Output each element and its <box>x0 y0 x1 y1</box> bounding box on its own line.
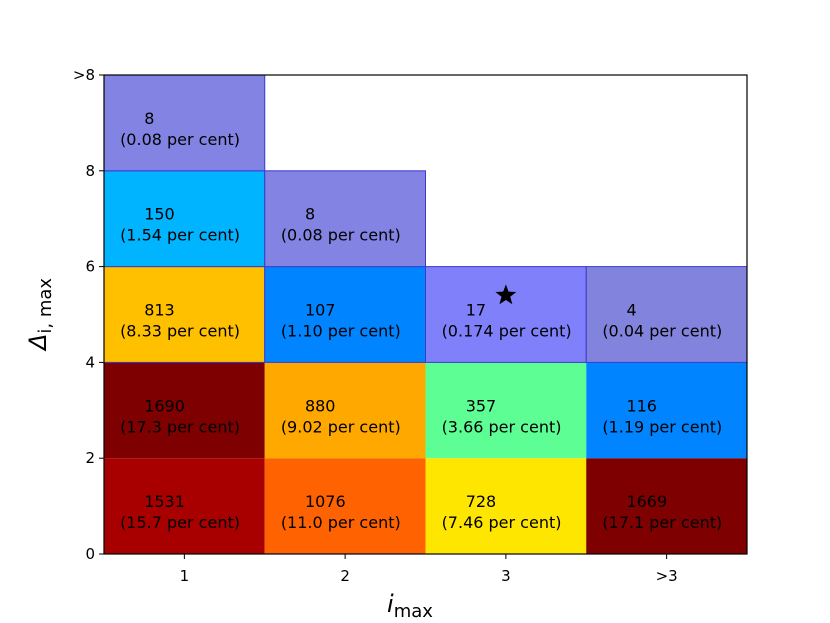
cell-percent-label: (0.08 per cent) <box>120 130 240 149</box>
cell-percent-label: (1.54 per cent) <box>120 226 240 245</box>
y-tick-label: >8 <box>73 66 95 84</box>
cell-count-label: 1669 <box>626 492 667 511</box>
x-tick-label: 2 <box>340 567 350 585</box>
cell-count-label: 1531 <box>144 492 185 511</box>
y-ticks: 0 2 4 6 8 >8 <box>73 66 104 563</box>
cell-count-label: 107 <box>305 300 336 319</box>
cell-percent-label: (3.66 per cent) <box>442 417 562 436</box>
cells-layer <box>103 74 748 554</box>
heatmap-cell <box>264 458 426 554</box>
heatmap-cell <box>264 266 426 363</box>
y-tick-label: 0 <box>85 545 95 563</box>
y-tick-label: 4 <box>85 353 95 371</box>
cell-count-label: 116 <box>626 396 657 415</box>
heatmap-cell <box>586 362 747 459</box>
heatmap-cell <box>264 362 426 459</box>
x-tick-label: 3 <box>501 567 511 585</box>
cell-percent-label: (7.46 per cent) <box>442 513 562 532</box>
cell-percent-label: (0.174 per cent) <box>442 322 572 341</box>
cell-percent-label: (9.02 per cent) <box>281 417 401 436</box>
cell-percent-label: (8.33 per cent) <box>120 322 240 341</box>
cell-count-label: 880 <box>305 396 336 415</box>
cell-percent-label: (0.04 per cent) <box>602 322 722 341</box>
x-axis-label-sub: max <box>394 601 434 622</box>
star-marker <box>495 284 517 305</box>
cell-percent-label: (1.19 per cent) <box>602 417 722 436</box>
cell-count-label: 1076 <box>305 492 346 511</box>
cell-percent-label: (11.0 per cent) <box>281 513 401 532</box>
y-tick-label: 6 <box>85 258 95 276</box>
heatmap-cell <box>103 170 266 268</box>
heatmap-cell <box>585 266 748 363</box>
cell-count-label: 8 <box>144 109 154 128</box>
y-tick-label: 2 <box>85 449 95 467</box>
cell-percent-label: (17.3 per cent) <box>120 417 240 436</box>
y-tick-label: 8 <box>85 162 95 180</box>
cell-labels-layer: 1531(15.7 per cent)1690(17.3 per cent)81… <box>120 109 722 532</box>
cell-count-label: 1690 <box>144 396 185 415</box>
x-ticks: 1 2 3 >3 <box>180 554 678 585</box>
heatmap-cell <box>425 458 587 554</box>
cell-percent-label: (0.08 per cent) <box>281 226 401 245</box>
cell-count-label: 17 <box>466 300 486 319</box>
heatmap-cell <box>586 458 747 554</box>
cell-count-label: 8 <box>305 205 315 224</box>
heatmap-cell <box>103 74 266 172</box>
cell-count-label: 728 <box>466 492 497 511</box>
cell-percent-label: (15.7 per cent) <box>120 513 240 532</box>
heatmap-cell <box>425 362 587 459</box>
plot-frame <box>103 74 748 555</box>
y-axis-label: Δi, max <box>24 278 56 352</box>
cell-percent-label: (1.10 per cent) <box>281 322 401 341</box>
x-tick-label: 1 <box>180 567 190 585</box>
cell-count-label: 4 <box>626 300 636 319</box>
heatmap-cell <box>264 170 426 268</box>
y-axis-label-main: Δ <box>24 334 52 352</box>
heatmap-cell <box>104 458 265 554</box>
heatmap-cell <box>425 266 587 363</box>
cell-count-label: 357 <box>466 396 497 415</box>
x-tick-label: >3 <box>656 567 678 585</box>
heatmap-cell <box>103 266 266 363</box>
x-axis-label-main: i <box>387 590 394 618</box>
x-axis-label: imax <box>387 590 433 622</box>
cell-percent-label: (17.1 per cent) <box>602 513 722 532</box>
cell-count-label: 813 <box>144 300 175 319</box>
cell-count-label: 150 <box>144 205 175 224</box>
heatmap-cell <box>104 362 265 459</box>
y-axis-label-sub: i, max <box>35 278 56 334</box>
